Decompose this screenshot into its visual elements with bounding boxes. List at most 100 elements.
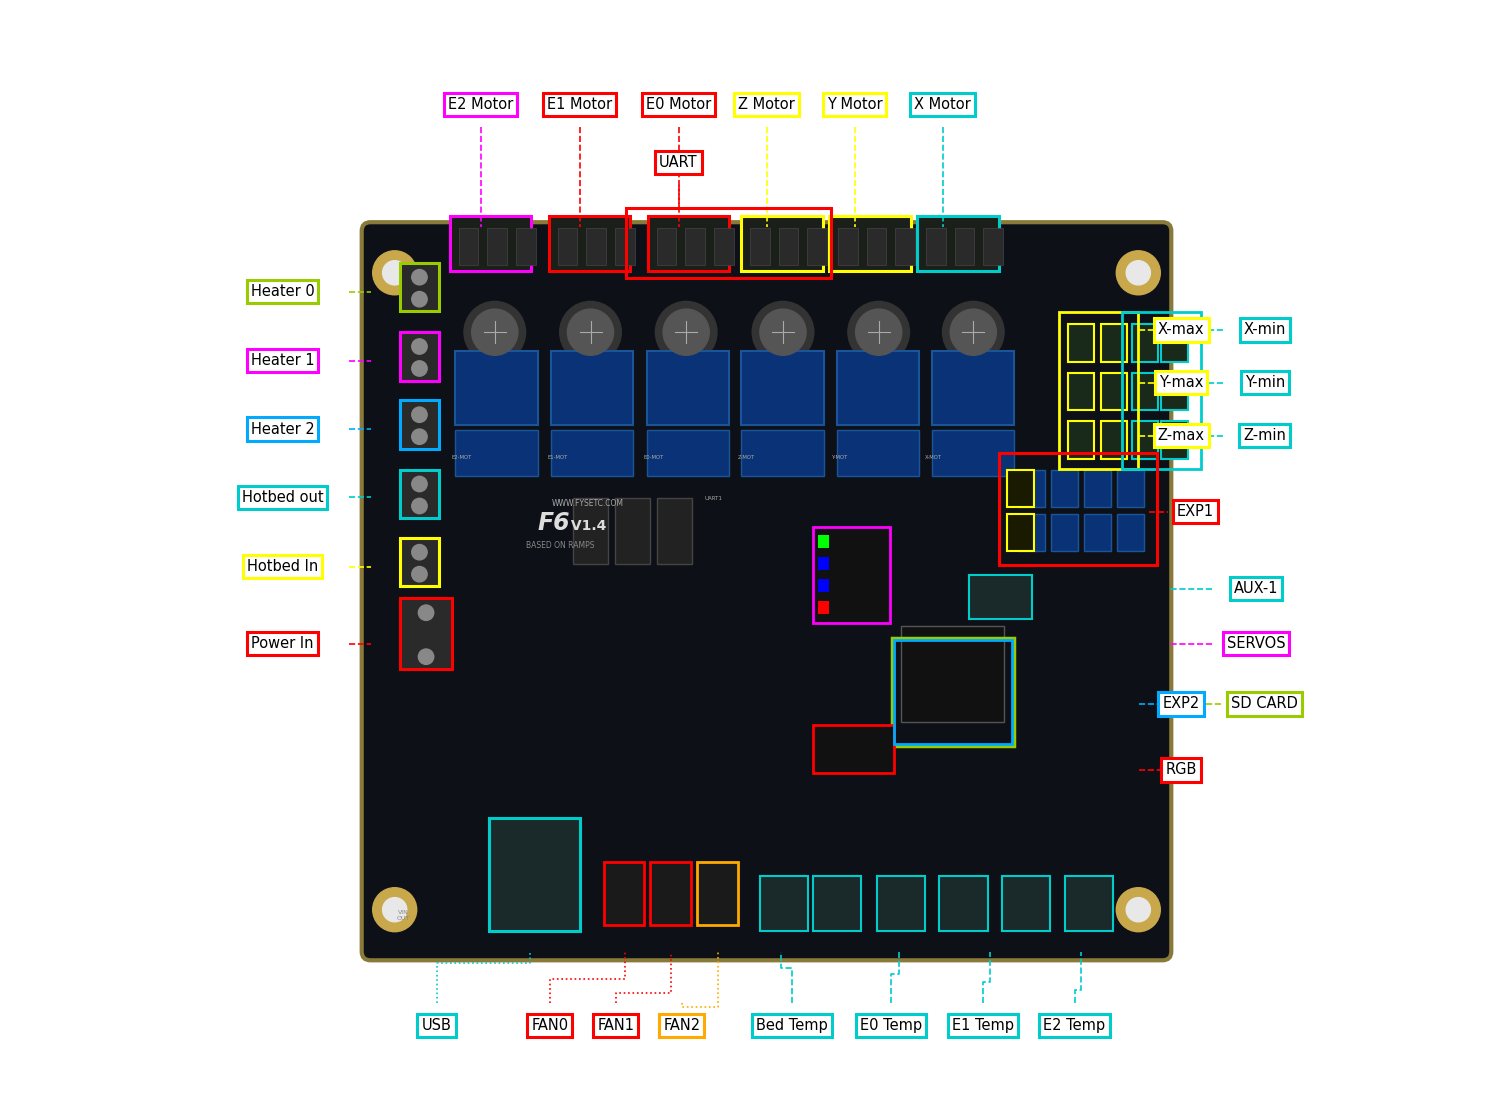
Text: Bed Temp: Bed Temp	[756, 1018, 828, 1033]
FancyBboxPatch shape	[969, 575, 1032, 619]
FancyBboxPatch shape	[818, 535, 830, 548]
FancyBboxPatch shape	[454, 430, 537, 476]
FancyBboxPatch shape	[839, 228, 858, 265]
Text: WWW.FYSETC.COM: WWW.FYSETC.COM	[552, 499, 624, 508]
FancyBboxPatch shape	[400, 538, 438, 586]
FancyBboxPatch shape	[982, 228, 1004, 265]
Text: Z Motor: Z Motor	[738, 97, 795, 112]
FancyBboxPatch shape	[1065, 876, 1113, 931]
FancyBboxPatch shape	[648, 216, 729, 271]
Circle shape	[411, 566, 428, 582]
Text: Heater 2: Heater 2	[251, 421, 315, 437]
Text: FAN2: FAN2	[663, 1018, 700, 1033]
Circle shape	[1116, 888, 1161, 932]
FancyBboxPatch shape	[489, 818, 579, 931]
FancyBboxPatch shape	[1068, 373, 1095, 410]
Circle shape	[855, 309, 901, 355]
Text: X-min: X-min	[1244, 322, 1286, 338]
FancyBboxPatch shape	[400, 332, 438, 381]
FancyBboxPatch shape	[750, 228, 770, 265]
Circle shape	[419, 605, 434, 620]
FancyBboxPatch shape	[1131, 373, 1158, 410]
FancyBboxPatch shape	[1068, 421, 1095, 459]
Text: Y Motor: Y Motor	[827, 97, 882, 112]
Text: UART1: UART1	[705, 496, 723, 502]
Circle shape	[411, 270, 428, 285]
FancyBboxPatch shape	[1008, 470, 1034, 507]
FancyBboxPatch shape	[650, 862, 690, 925]
Circle shape	[372, 251, 417, 295]
FancyBboxPatch shape	[1101, 373, 1128, 410]
Text: SERVOS: SERVOS	[1227, 636, 1286, 651]
FancyBboxPatch shape	[400, 263, 438, 311]
FancyBboxPatch shape	[876, 876, 926, 931]
FancyBboxPatch shape	[741, 351, 824, 425]
FancyBboxPatch shape	[830, 216, 910, 271]
Text: Power In: Power In	[251, 636, 314, 651]
FancyBboxPatch shape	[459, 228, 478, 265]
Circle shape	[663, 309, 710, 355]
FancyBboxPatch shape	[550, 430, 633, 476]
Text: Z-max: Z-max	[1158, 428, 1204, 443]
FancyBboxPatch shape	[813, 527, 889, 623]
FancyBboxPatch shape	[1002, 876, 1050, 931]
Circle shape	[1116, 251, 1161, 295]
Text: EXP2: EXP2	[1162, 696, 1200, 712]
FancyBboxPatch shape	[558, 228, 578, 265]
Text: RGB: RGB	[1166, 762, 1197, 778]
FancyBboxPatch shape	[550, 351, 633, 425]
FancyBboxPatch shape	[1161, 324, 1188, 362]
Circle shape	[382, 898, 406, 922]
Text: E2-MOT: E2-MOT	[452, 454, 472, 460]
FancyBboxPatch shape	[1068, 324, 1095, 362]
FancyBboxPatch shape	[900, 626, 1004, 722]
FancyBboxPatch shape	[586, 228, 606, 265]
Circle shape	[411, 292, 428, 307]
FancyBboxPatch shape	[615, 228, 634, 265]
Circle shape	[411, 407, 428, 422]
FancyBboxPatch shape	[1118, 470, 1144, 507]
FancyBboxPatch shape	[818, 557, 830, 570]
FancyBboxPatch shape	[400, 470, 438, 518]
Text: X-MOT: X-MOT	[926, 454, 942, 460]
Circle shape	[411, 476, 428, 492]
Circle shape	[372, 888, 417, 932]
Text: E1 Temp: E1 Temp	[952, 1018, 1014, 1033]
Circle shape	[419, 649, 434, 664]
FancyBboxPatch shape	[741, 430, 824, 476]
Text: Hotbed out: Hotbed out	[242, 490, 324, 505]
Circle shape	[411, 544, 428, 560]
FancyBboxPatch shape	[939, 876, 987, 931]
FancyBboxPatch shape	[932, 351, 1014, 425]
Text: X Motor: X Motor	[914, 97, 970, 112]
Text: SD CARD: SD CARD	[1232, 696, 1298, 712]
Text: Heater 1: Heater 1	[251, 353, 315, 369]
Text: AUX-1: AUX-1	[1233, 581, 1278, 596]
FancyBboxPatch shape	[837, 430, 920, 476]
FancyBboxPatch shape	[1101, 421, 1128, 459]
Text: E0-MOT: E0-MOT	[644, 454, 663, 460]
FancyBboxPatch shape	[1161, 373, 1188, 410]
FancyBboxPatch shape	[813, 876, 861, 931]
FancyBboxPatch shape	[549, 216, 630, 271]
Text: FAN0: FAN0	[531, 1018, 568, 1033]
Circle shape	[656, 301, 717, 363]
FancyBboxPatch shape	[516, 228, 536, 265]
Circle shape	[752, 301, 814, 363]
FancyBboxPatch shape	[646, 351, 729, 425]
Text: Y-min: Y-min	[1245, 375, 1286, 390]
Text: X-max: X-max	[1158, 322, 1204, 338]
FancyBboxPatch shape	[450, 216, 531, 271]
Text: V1.4: V1.4	[567, 519, 606, 534]
Circle shape	[411, 429, 428, 444]
FancyBboxPatch shape	[916, 216, 999, 271]
FancyBboxPatch shape	[760, 876, 808, 931]
Circle shape	[567, 309, 614, 355]
Text: Y-max: Y-max	[1160, 375, 1203, 390]
Circle shape	[560, 301, 621, 363]
FancyBboxPatch shape	[646, 430, 729, 476]
FancyBboxPatch shape	[1084, 514, 1112, 551]
FancyBboxPatch shape	[837, 351, 920, 425]
FancyBboxPatch shape	[1101, 324, 1128, 362]
Circle shape	[382, 261, 406, 285]
